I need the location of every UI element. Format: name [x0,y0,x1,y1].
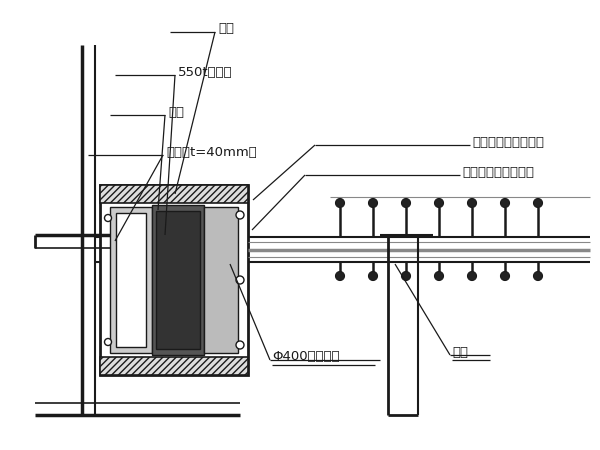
Ellipse shape [500,271,509,280]
Ellipse shape [335,198,344,207]
Bar [204,207,238,353]
Text: 垫板: 垫板 [168,105,184,118]
Text: 牛腿: 牛腿 [452,346,468,359]
Text: 撑脚: 撑脚 [218,22,234,35]
Ellipse shape [434,198,443,207]
Text: 斜拉索施工用开合板: 斜拉索施工用开合板 [462,166,534,179]
Circle shape [236,276,244,284]
Bar [110,207,152,353]
Bar [152,205,204,355]
Ellipse shape [401,271,410,280]
Text: 钢板（t=40mm）: 钢板（t=40mm） [166,145,257,158]
Circle shape [104,215,112,221]
Bar [116,213,146,347]
Bar [156,211,200,349]
Ellipse shape [533,198,542,207]
Text: 550t千斤顶: 550t千斤顶 [178,66,233,78]
Ellipse shape [434,271,443,280]
Text: Φ400无缝钢管: Φ400无缝钢管 [272,351,340,364]
Ellipse shape [368,198,377,207]
Ellipse shape [533,271,542,280]
Ellipse shape [467,271,476,280]
Circle shape [236,211,244,219]
Bar [100,185,248,375]
Ellipse shape [368,271,377,280]
Ellipse shape [467,198,476,207]
Ellipse shape [335,271,344,280]
Bar [100,357,248,375]
Bar [100,185,248,203]
Circle shape [236,341,244,349]
Ellipse shape [500,198,509,207]
Text: 斜拉索施工用变径头: 斜拉索施工用变径头 [472,135,544,148]
Circle shape [104,338,112,346]
Ellipse shape [401,198,410,207]
